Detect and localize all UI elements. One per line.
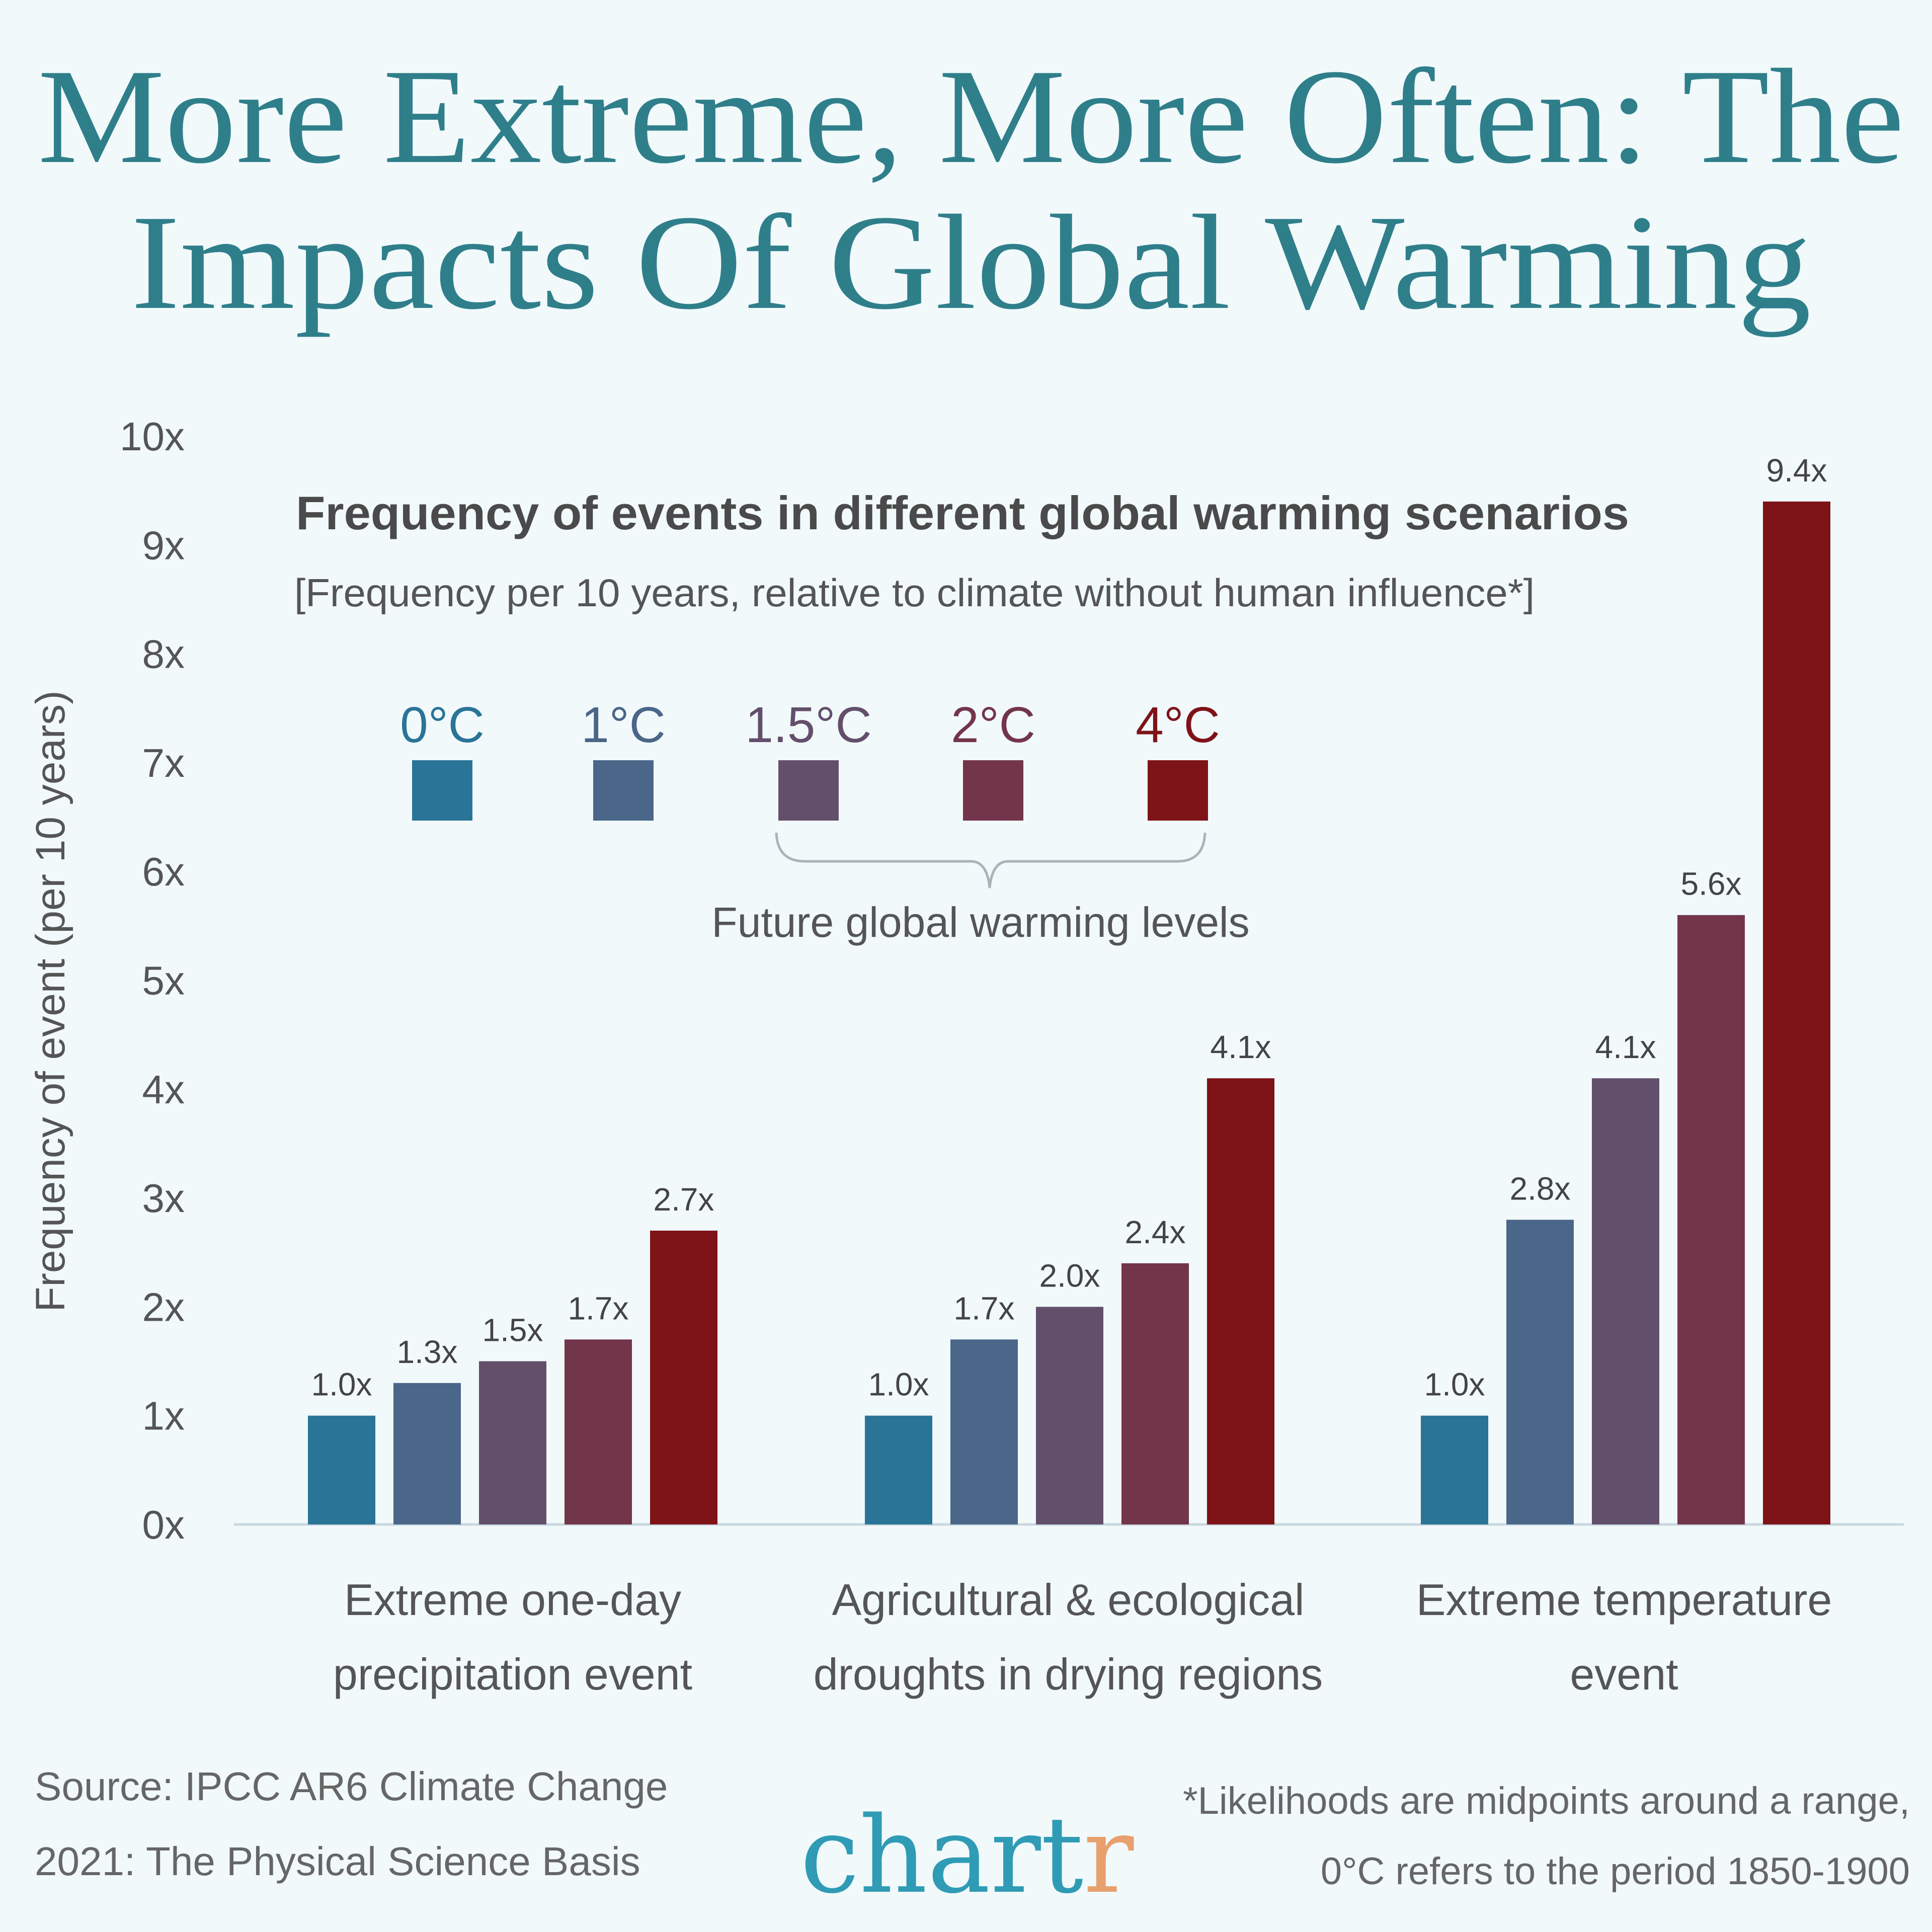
category-label: Extreme one-day: [344, 1575, 681, 1625]
legend-bracket-label: Future global warming levels: [711, 899, 1249, 946]
category-labels: Extreme one-day precipitation event Agricu…: [333, 1575, 1832, 1699]
y-tick-label: 4x: [142, 1067, 185, 1112]
logo-main-text: chart: [800, 1794, 1083, 1917]
bar: [650, 1230, 717, 1524]
footnote-line2: 0°C refers to the period 1850-1900: [1321, 1850, 1910, 1893]
bar: [1036, 1307, 1103, 1524]
chart-subtitle: [Frequency per 10 years, relative to cli…: [294, 571, 1535, 615]
chart-title: Frequency of events in different global …: [296, 487, 1629, 539]
bar: [308, 1415, 375, 1524]
y-tick-label: 2x: [142, 1284, 185, 1329]
bar: [1677, 915, 1745, 1524]
source-line2: 2021: The Physical Science Basis: [35, 1839, 640, 1884]
y-tick-label: 5x: [142, 958, 185, 1003]
bar: [1207, 1078, 1274, 1524]
source-line1: Source: IPCC AR6 Climate Change: [35, 1764, 668, 1809]
category-label: droughts in drying regions: [814, 1649, 1323, 1699]
chartr-logo: chartr: [800, 1794, 1134, 1917]
legend-swatch: [1148, 760, 1208, 821]
bar-value-label: 1.0x: [1424, 1366, 1485, 1403]
category-label: Extreme temperature: [1416, 1575, 1832, 1625]
legend-label: 2°C: [951, 697, 1035, 753]
legend-label: 1°C: [581, 697, 666, 753]
bar-value-label: 2.0x: [1039, 1257, 1100, 1294]
legend-swatch: [412, 760, 472, 821]
y-axis-title: Frequency of event (per 10 years): [28, 690, 73, 1312]
bar: [865, 1415, 932, 1524]
bar: [1592, 1078, 1659, 1524]
bar-value-label: 9.4x: [1766, 452, 1827, 489]
legend-bracket: [775, 832, 1206, 889]
category-label: event: [1570, 1649, 1678, 1699]
legend-swatch: [778, 760, 839, 821]
bar-value-label: 1.3x: [397, 1334, 458, 1370]
legend-label: 1.5°C: [745, 697, 871, 753]
bar-value-label: 5.6x: [1681, 866, 1742, 902]
y-tick-label: 10x: [120, 414, 185, 459]
legend-label: 4°C: [1136, 697, 1220, 753]
bar: [393, 1383, 461, 1524]
bar-value-label: 1.7x: [954, 1290, 1015, 1326]
y-tick-label: 9x: [142, 523, 185, 568]
bar: [950, 1339, 1018, 1524]
bar: [479, 1361, 546, 1524]
bar: [1421, 1415, 1488, 1524]
category-label: Agricultural & ecological: [832, 1575, 1304, 1625]
legend-label: 0°C: [400, 697, 485, 753]
legend-swatch: [963, 760, 1023, 821]
bar: [1121, 1263, 1189, 1524]
page-title-line2: Impacts Of Global Warming: [131, 187, 1811, 338]
bar-value-label: 2.7x: [654, 1181, 714, 1218]
y-axis-ticks: 0x 1x 2x 3x 4x 5x 6x 7x 8x 9x 10x: [120, 414, 185, 1547]
bar-value-label: 1.0x: [311, 1366, 372, 1403]
footnote-line1: *Likelihoods are midpoints around a rang…: [1183, 1780, 1910, 1822]
legend-swatch: [593, 760, 654, 821]
bar: [565, 1339, 632, 1524]
y-tick-label: 7x: [142, 741, 185, 785]
y-tick-label: 3x: [142, 1176, 185, 1221]
bar-value-label: 1.7x: [568, 1290, 629, 1326]
bar-value-label: 4.1x: [1595, 1029, 1656, 1065]
y-tick-label: 8x: [142, 632, 185, 677]
bar: [1763, 501, 1830, 1524]
bar-value-label: 1.0x: [868, 1366, 929, 1403]
bar-value-label: 1.5x: [482, 1312, 543, 1348]
y-tick-label: 6x: [142, 849, 185, 894]
bar-value-label: 4.1x: [1211, 1029, 1271, 1065]
bar-value-label: 2.4x: [1125, 1214, 1186, 1250]
y-tick-label: 1x: [142, 1394, 185, 1438]
logo-accent-text: r: [1083, 1794, 1134, 1917]
y-tick-label: 0x: [142, 1502, 185, 1547]
bars: 1.0x 1.3x 1.5x 1.7x 2.7x 1.0x 1.7x 2.0x 2.4x 4.1x…: [308, 452, 1830, 1524]
page-title-line1: More Extreme, More Often: The: [38, 41, 1904, 192]
category-label: precipitation event: [333, 1649, 692, 1699]
bar: [1506, 1220, 1574, 1524]
legend: 0°C 1°C 1.5°C 2°C 4°C: [400, 697, 1220, 821]
bar-value-label: 2.8x: [1510, 1170, 1571, 1206]
